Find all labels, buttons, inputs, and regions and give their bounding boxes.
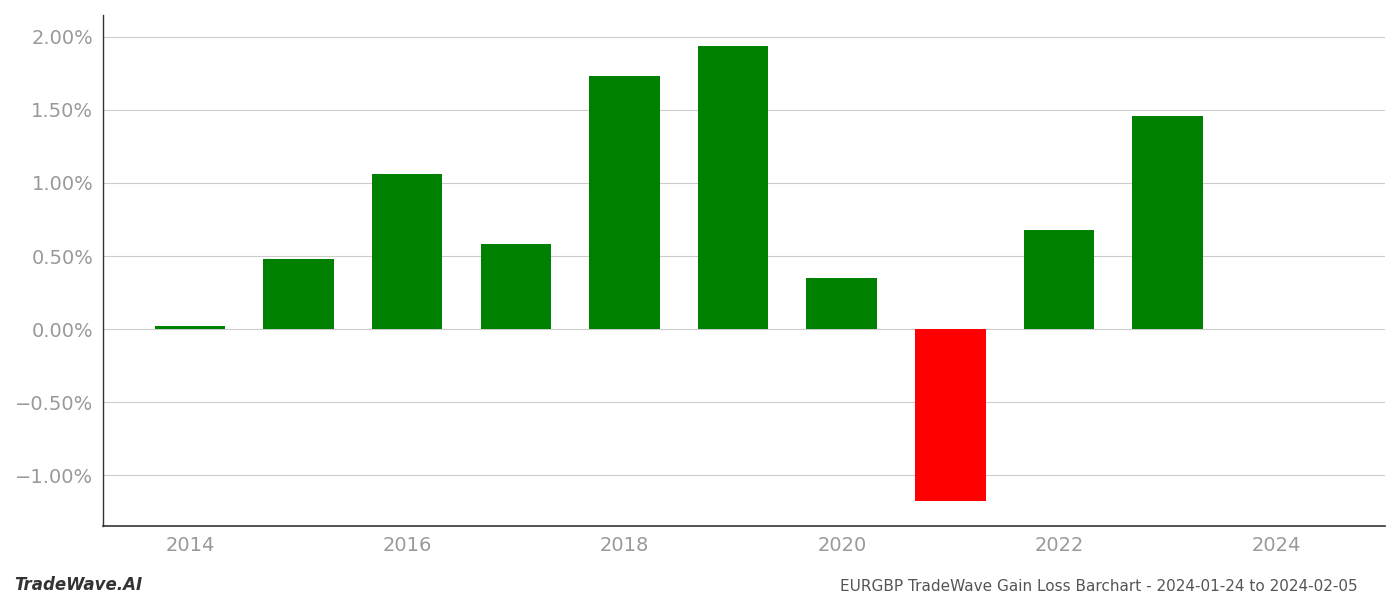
Bar: [480, 244, 552, 329]
Bar: [154, 326, 225, 329]
Bar: [372, 174, 442, 329]
Bar: [806, 278, 876, 329]
Bar: [589, 76, 659, 329]
Text: TradeWave.AI: TradeWave.AI: [14, 576, 143, 594]
Bar: [263, 259, 333, 329]
Bar: [1133, 116, 1203, 329]
Text: EURGBP TradeWave Gain Loss Barchart - 2024-01-24 to 2024-02-05: EURGBP TradeWave Gain Loss Barchart - 20…: [840, 579, 1358, 594]
Bar: [916, 329, 986, 501]
Bar: [697, 46, 769, 329]
Bar: [1023, 230, 1095, 329]
